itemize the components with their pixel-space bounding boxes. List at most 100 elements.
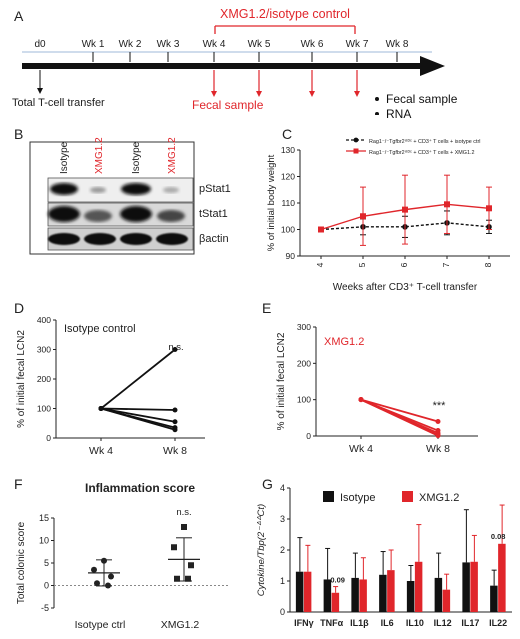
x-tick-label: 6	[399, 262, 409, 267]
x-tick-label: Wk 8	[426, 443, 450, 455]
y-axis-label: Cytokine/Tbp(2⁻ᐞᐞCt)	[256, 504, 267, 596]
row-label-tstat1: tStat1	[199, 208, 228, 220]
fecal-arrows	[211, 70, 360, 97]
lane-label: Isotype	[131, 141, 142, 174]
y-tick-label: 200	[297, 358, 311, 368]
y-tick-label: 110	[281, 198, 295, 208]
western-blot-svg: Isotype XMG1.2 Isotype XMG1.2	[29, 137, 195, 255]
timeline-label: Wk 6	[301, 39, 324, 50]
x-tick-label: IL12	[434, 618, 452, 628]
tstat1-band-3	[120, 206, 152, 222]
timeline-label: d0	[34, 39, 46, 50]
bullet-dot-2	[375, 112, 379, 115]
panel-letter-b: B	[14, 126, 24, 142]
y-tick-label: 300	[297, 322, 311, 332]
legend-swatch-marker	[353, 137, 359, 143]
x-tick-label: Wk 4	[89, 445, 113, 457]
panel-letter-g: G	[262, 476, 273, 492]
y-tick-label: 15	[39, 513, 49, 523]
x-tick-label: 8	[483, 262, 493, 267]
pstat1-band-1	[50, 183, 78, 195]
bar	[379, 574, 387, 612]
timeline-label: Wk 7	[346, 39, 369, 50]
bactin-band-4	[156, 233, 188, 245]
x-tick-label: IL1β	[350, 618, 369, 628]
row-label-bactin: βactin	[199, 233, 229, 245]
y-axis-label: % of initial fecal LCN2	[276, 332, 287, 430]
x-tick-label: 7	[441, 262, 451, 267]
data-point	[435, 433, 441, 439]
bullet-fecal-sample: Fecal sample	[386, 92, 458, 106]
bar	[331, 592, 340, 612]
data-point	[101, 557, 107, 564]
x-tick-label: IL17	[461, 618, 479, 628]
bactin-band-3	[120, 233, 152, 245]
y-tick-label: 400	[37, 315, 51, 325]
legend-label: XMG1.2	[419, 492, 459, 504]
data-point	[358, 397, 364, 403]
bar	[462, 562, 470, 612]
y-tick-label: 100	[37, 404, 51, 414]
timeline-labels: d0 Wk 1 Wk 2 Wk 3 Wk 4 Wk 5 Wk 6 Wk 7 Wk 8	[34, 39, 409, 62]
y-axis-label: Total colonic score	[16, 521, 27, 604]
legend-swatch	[323, 491, 334, 502]
timeline-label: Wk 5	[248, 39, 271, 50]
lcn2-isotype-chart: 0 100 200 300 400 Wk 4 Wk 8 % of initial fecal …	[16, 315, 205, 457]
bactin-band-1	[48, 233, 80, 245]
bracket-label: XMG1.2/isotype control	[220, 7, 350, 21]
data-point	[172, 419, 178, 425]
x-tick-label: XMG1.2	[161, 619, 200, 631]
fecal-arrowhead	[309, 91, 315, 97]
inflammation-score-chart: Inflammation score -5 0 5 10 15 Total colonic …	[16, 481, 228, 631]
fecal-arrowhead	[354, 91, 360, 97]
data-point	[172, 347, 178, 352]
blot-frame	[29, 141, 195, 255]
x-tick-label: 4	[315, 262, 325, 267]
x-tick-label: IL22	[489, 618, 507, 628]
y-tick-label: 3	[280, 514, 285, 524]
fecal-arrowhead	[256, 91, 262, 97]
data-point	[185, 575, 191, 582]
data-point	[94, 580, 100, 587]
bar	[295, 571, 304, 612]
y-tick-label: 10	[39, 536, 49, 546]
data-point	[172, 427, 178, 433]
lane-label: XMG1.2	[94, 137, 105, 174]
y-tick-label: -5	[41, 603, 49, 613]
y-tick-label: 90	[286, 251, 296, 261]
data-point	[181, 524, 187, 530]
y-tick-label: 100	[297, 395, 311, 405]
pstat1-band-2	[90, 187, 106, 193]
body-weight-chart: 90 100 110 120 130 4 5 6 7 8 % of initial body wei…	[266, 137, 510, 293]
data-point	[486, 205, 492, 212]
transfer-label: Total T-cell transfer	[12, 97, 105, 109]
bar	[498, 543, 506, 612]
bar	[414, 561, 423, 612]
fecal-label: Fecal sample	[192, 98, 264, 112]
y-tick-label: 0	[46, 433, 51, 443]
x-tick-label: Isotype ctrl	[75, 619, 126, 631]
x-tick-label: TNFα	[320, 618, 343, 628]
pair-line	[100, 407, 176, 423]
pair-line	[360, 398, 439, 437]
tstat1-band-1	[48, 206, 80, 222]
x-axis-label: Weeks after CD3⁺ T-cell transfer	[333, 282, 478, 293]
bar	[323, 579, 332, 612]
data-point	[435, 418, 441, 424]
y-tick-label: 120	[281, 172, 295, 182]
p-value-label: 0.09	[330, 576, 345, 585]
x-tick-label: Wk 8	[163, 445, 187, 457]
data-point	[98, 406, 104, 411]
panel-letter-d: D	[14, 300, 25, 316]
x-tick-label: Wk 4	[349, 443, 373, 455]
timeline-label: Wk 1	[82, 39, 105, 50]
timeline-arrow-body	[22, 63, 422, 69]
panel-letter-c: C	[282, 126, 293, 142]
data-point	[360, 213, 366, 220]
timeline-label: Wk 8	[386, 39, 409, 50]
y-tick-label: 1	[280, 576, 285, 586]
panel-letter-f: F	[14, 476, 23, 492]
series-line	[320, 222, 490, 231]
pstat1-band-3	[121, 183, 151, 195]
pstat1-band-4	[163, 187, 179, 193]
